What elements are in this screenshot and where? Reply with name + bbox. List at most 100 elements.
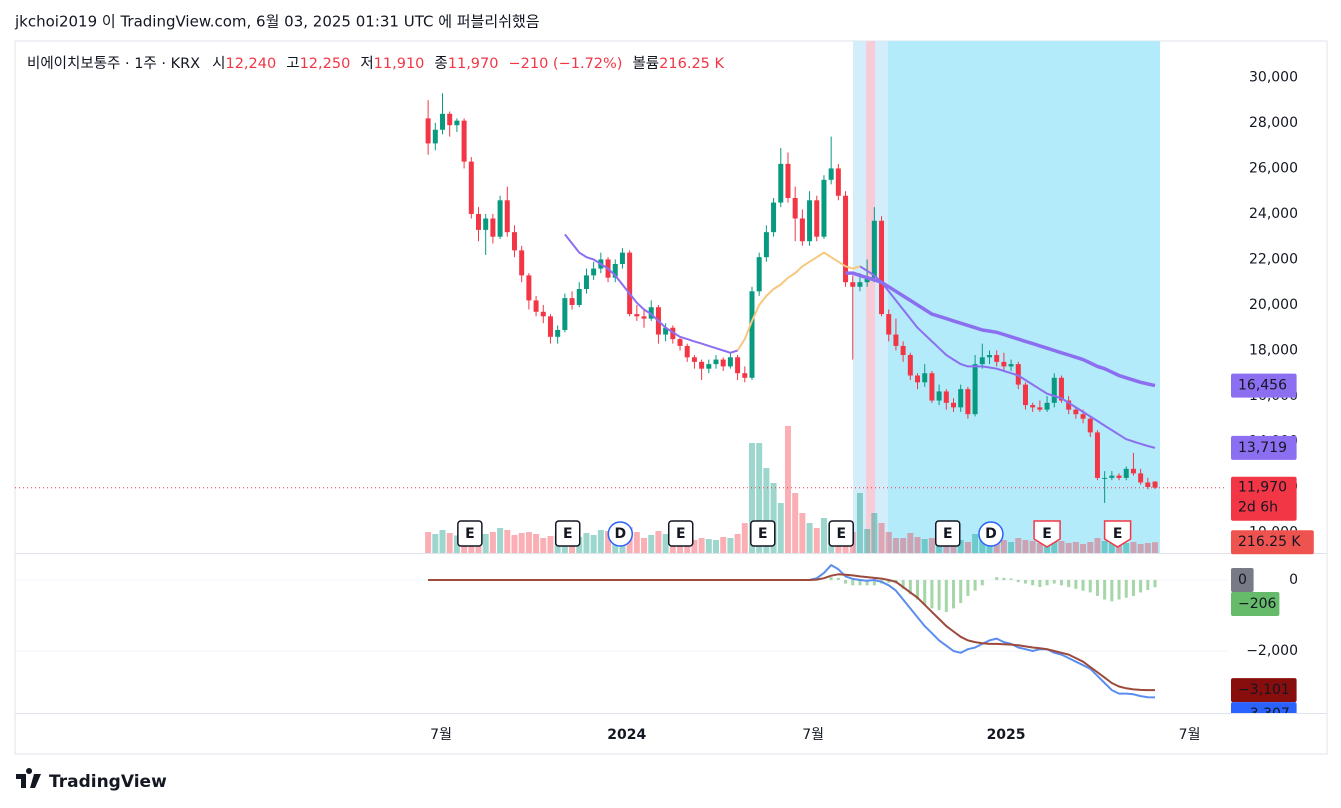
candle-body xyxy=(915,375,921,383)
volume-bar xyxy=(1087,542,1094,553)
volume-bar xyxy=(907,533,914,553)
price-tag xyxy=(1231,530,1314,555)
volume-bar xyxy=(633,532,640,553)
y-tick-label: 26,000 xyxy=(1249,160,1298,176)
event-badge xyxy=(750,520,776,547)
macd-histogram xyxy=(858,579,862,586)
volume-bar xyxy=(720,537,727,553)
volume-bar xyxy=(662,534,669,553)
volume-bar xyxy=(597,530,604,553)
event-badge xyxy=(978,521,1004,547)
legend-field-value: 12,240 xyxy=(225,56,276,72)
macd-histogram xyxy=(1045,579,1049,586)
macd-histogram xyxy=(1023,579,1027,584)
price-tag-label: 16,456 xyxy=(1238,378,1287,394)
event-marker: E xyxy=(554,520,581,547)
logo-text: TradingView xyxy=(49,772,167,792)
macd-histogram xyxy=(851,579,855,586)
candle-body xyxy=(1109,475,1115,478)
macd-histogram xyxy=(1031,579,1035,586)
macd-histogram xyxy=(1002,577,1006,580)
volume-bar xyxy=(878,523,885,553)
candle-body xyxy=(1015,364,1021,385)
macd-histogram xyxy=(865,579,869,586)
candle-body xyxy=(994,355,1000,362)
candle-body xyxy=(972,364,978,415)
volume-bar xyxy=(439,530,446,553)
price-tag xyxy=(1231,435,1297,460)
shade xyxy=(888,41,1160,553)
volume-bar xyxy=(1065,543,1072,553)
candle-body xyxy=(425,118,431,144)
candle-body xyxy=(475,213,481,230)
candle-body xyxy=(936,391,942,401)
volume-bar xyxy=(1116,544,1123,553)
event-marker: E xyxy=(750,520,776,547)
y-tick-label: 24,000 xyxy=(1249,206,1298,222)
price-tag-label: 216.25 K xyxy=(1238,534,1301,550)
candle-body xyxy=(1087,418,1093,433)
macd-histogram xyxy=(829,577,833,580)
y-tick-label: −2,000 xyxy=(1246,643,1298,659)
candle-body xyxy=(634,314,640,317)
macd-histogram xyxy=(980,579,984,586)
volume-bar xyxy=(1022,540,1029,553)
volume-bar xyxy=(1108,543,1115,553)
legend-field-value: 11,910 xyxy=(374,56,425,72)
candle-body xyxy=(879,220,885,315)
volume-bar xyxy=(504,530,511,553)
volume-bar xyxy=(799,513,806,553)
event-badge xyxy=(667,520,694,547)
y-tick-label: 0 xyxy=(1289,572,1298,588)
macd-histogram xyxy=(1016,579,1020,583)
candle-body xyxy=(857,282,863,287)
volume-bar xyxy=(763,468,770,553)
macd-histogram xyxy=(973,579,977,591)
x-tick-label: 7월 xyxy=(802,727,824,743)
candle-body xyxy=(497,200,503,237)
volume-bar xyxy=(1029,541,1036,553)
candle-body xyxy=(929,373,935,401)
candle-body xyxy=(612,264,618,278)
macd-histogram xyxy=(966,579,970,596)
macd-histogram xyxy=(1095,579,1099,596)
macd-histogram xyxy=(937,579,941,611)
volume-bar xyxy=(446,533,453,553)
candle-body xyxy=(706,364,712,369)
volume-bar xyxy=(777,503,784,553)
volume-bar xyxy=(1058,541,1065,553)
candle-body xyxy=(468,161,474,214)
event-label: D xyxy=(614,526,626,542)
candle-body xyxy=(763,232,769,258)
volume-bar xyxy=(482,534,489,553)
volume-bar xyxy=(756,443,763,553)
legend: 비에이치보통주 · 1주 · KRX 시12,240 고12,250 저11,910 종… xyxy=(27,55,725,72)
legend-volume: 216.25 K xyxy=(659,56,724,72)
volume-bar xyxy=(792,493,799,553)
volume-bar xyxy=(525,532,532,553)
volume-bar xyxy=(1000,540,1007,553)
candle-body xyxy=(1152,481,1158,488)
candle-body xyxy=(922,373,928,383)
macd-histogram xyxy=(1009,578,1013,580)
candle-body xyxy=(965,389,971,415)
volume-bar xyxy=(605,531,612,553)
event-badge xyxy=(554,520,581,547)
volume-bar xyxy=(972,534,979,553)
candle-body xyxy=(583,275,589,290)
shade xyxy=(866,41,875,553)
volume-bar xyxy=(921,539,928,553)
candle-body xyxy=(943,391,949,403)
price-tag xyxy=(1231,476,1297,521)
candle-body xyxy=(1094,432,1100,478)
event-marker: E xyxy=(667,520,694,547)
y-tick-label: 18,000 xyxy=(1249,342,1298,358)
candle-body xyxy=(814,200,820,237)
volume-bar xyxy=(1015,538,1022,553)
candle-body xyxy=(1008,364,1014,367)
candle-body xyxy=(1030,405,1036,408)
candle-body xyxy=(1044,402,1050,410)
candle-body xyxy=(699,361,705,369)
volume-bar xyxy=(698,538,705,553)
macd-histogram xyxy=(952,579,956,609)
